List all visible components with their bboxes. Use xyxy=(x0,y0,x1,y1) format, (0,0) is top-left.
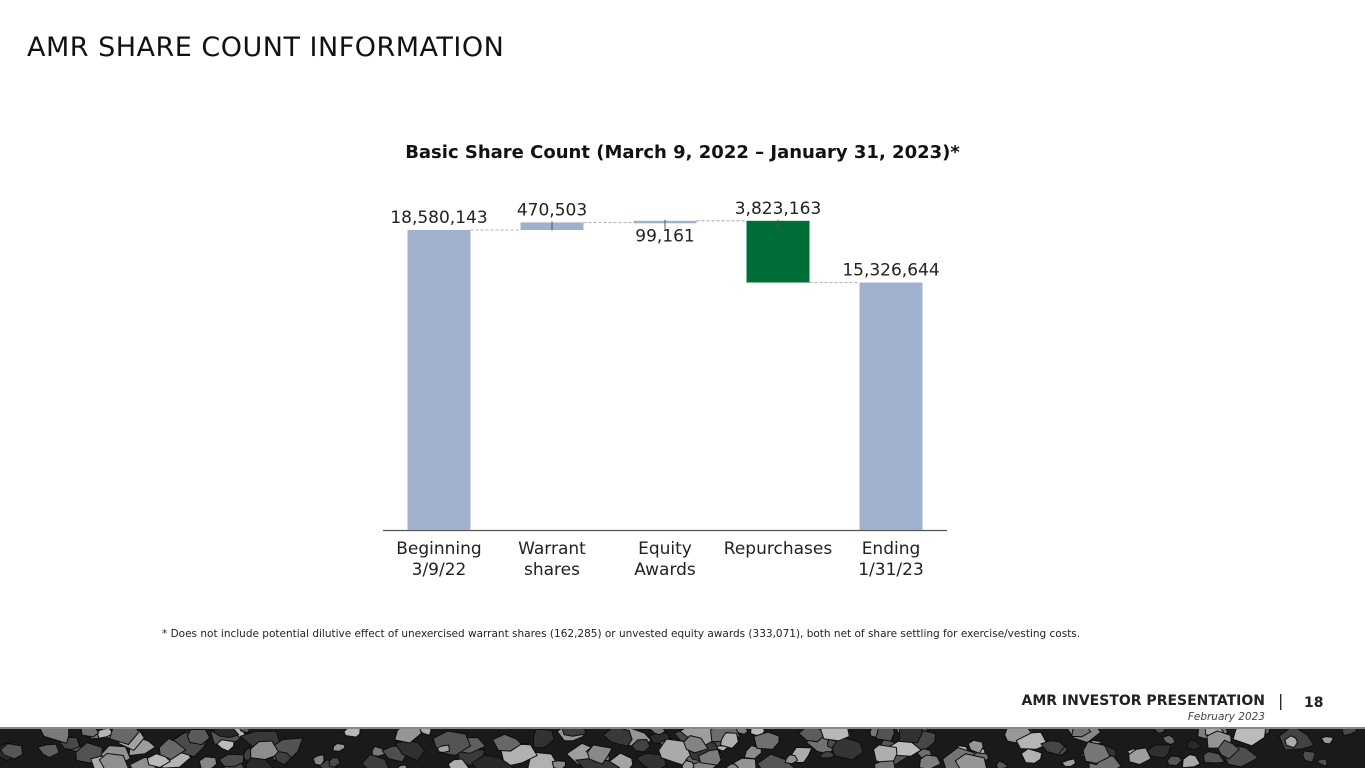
category-label: shares xyxy=(524,560,580,580)
footer-separator: | xyxy=(1278,691,1284,710)
category-label: Equity xyxy=(638,539,692,559)
page-number: 18 xyxy=(1304,695,1324,711)
footer-date: February 2023 xyxy=(1187,711,1265,723)
footer-brand: AMR INVESTOR PRESENTATION xyxy=(1021,693,1266,709)
category-label: Warrant xyxy=(518,539,586,559)
category-label: 1/31/23 xyxy=(858,560,924,580)
category-label: Awards xyxy=(634,560,696,580)
bar-5 xyxy=(859,282,923,530)
category-label: Ending xyxy=(862,539,921,559)
data-label: 18,580,143 xyxy=(390,208,487,228)
category-label: Repurchases xyxy=(724,539,833,559)
category-label: Beginning xyxy=(396,539,481,559)
bar-4 xyxy=(746,220,810,283)
data-label: 99,161 xyxy=(635,226,694,246)
coal-banner-image xyxy=(0,729,1365,768)
slide-title: AMR SHARE COUNT INFORMATION xyxy=(27,32,505,63)
footer-divider xyxy=(0,727,1365,729)
category-label: 3/9/22 xyxy=(412,560,467,580)
chart-title: Basic Share Count (March 9, 2022 – Janua… xyxy=(405,142,960,163)
bar-1 xyxy=(407,230,471,530)
data-label: 3,823,163 xyxy=(735,199,822,219)
footnote: * Does not include potential dilutive ef… xyxy=(162,628,1081,640)
data-label: 15,326,644 xyxy=(842,261,939,281)
data-label: 470,503 xyxy=(517,200,587,220)
